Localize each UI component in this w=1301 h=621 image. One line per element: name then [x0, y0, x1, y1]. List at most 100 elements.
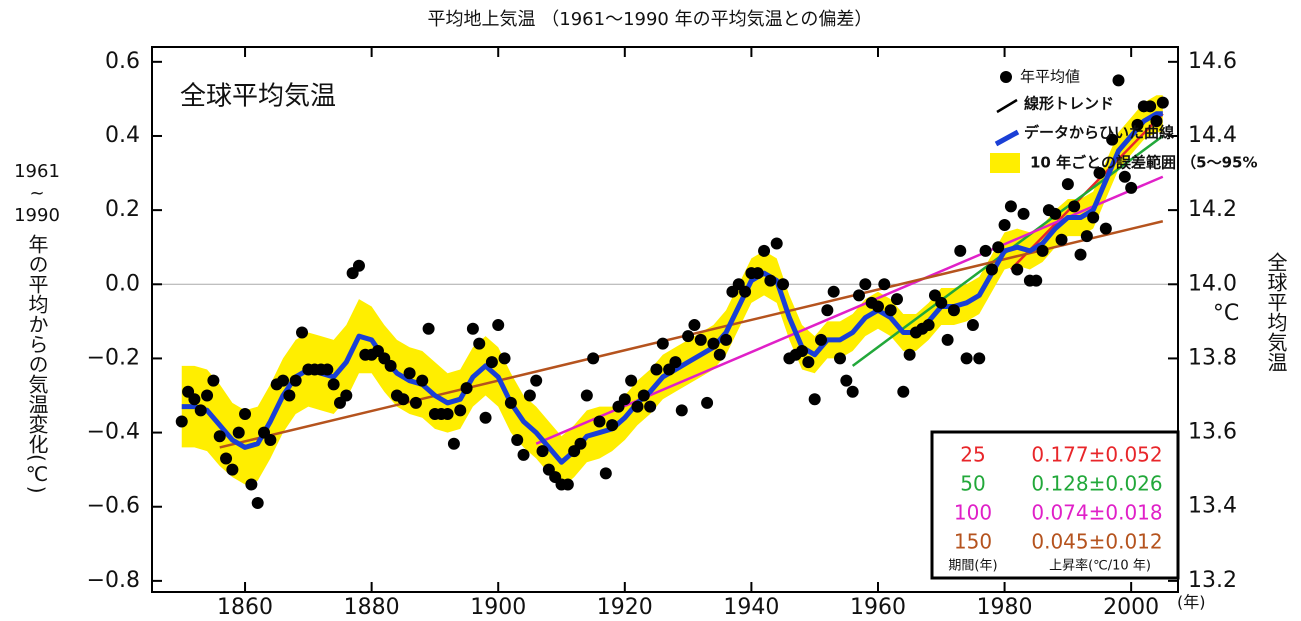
data-point [637, 389, 650, 402]
data-point [998, 218, 1011, 231]
data-point [574, 437, 587, 450]
data-point [631, 400, 644, 413]
data-point [416, 374, 429, 387]
data-point [384, 359, 397, 372]
data-point [777, 278, 790, 291]
data-point [1131, 118, 1144, 131]
data-point [947, 304, 960, 317]
plot-frame [151, 46, 1179, 593]
x-tick-label: 2000 [1103, 595, 1159, 617]
legend-label: 線形トレンド [1024, 95, 1114, 113]
y-tick-label: −0.8 [87, 568, 140, 593]
data-point [954, 244, 967, 257]
table-period: 100 [954, 501, 992, 525]
table-header: 期間(年) [948, 559, 997, 574]
data-point [707, 337, 720, 350]
data-point [1099, 222, 1112, 235]
table-period: 25 [960, 443, 985, 467]
trend-table [930, 430, 1180, 580]
data-point [245, 478, 258, 491]
x-tick-label: 1980 [977, 595, 1033, 617]
data-point [403, 367, 416, 380]
data-point [561, 478, 574, 491]
y2-tick-label: 14.4 [1188, 123, 1237, 148]
data-point [536, 445, 549, 458]
data-point [530, 374, 543, 387]
data-point [201, 389, 214, 402]
y-tick-label: 0.2 [105, 197, 140, 222]
data-point [713, 348, 726, 361]
data-point [827, 285, 840, 298]
data-point [492, 319, 505, 332]
data-point [523, 389, 536, 402]
data-point [618, 393, 631, 406]
table-period: 150 [954, 530, 992, 554]
data-point [1049, 207, 1062, 220]
y-tick-label: 0.4 [105, 123, 140, 148]
data-point [960, 352, 973, 365]
data-point [232, 426, 245, 439]
data-point [283, 389, 296, 402]
x-tick-label: 1940 [723, 595, 779, 617]
y2-tick-label: 13.2 [1188, 568, 1237, 593]
data-point [441, 408, 454, 421]
data-point [397, 393, 410, 406]
data-point [770, 237, 783, 250]
data-point [296, 326, 309, 339]
data-point [941, 333, 954, 346]
data-point [1150, 115, 1163, 128]
data-point [751, 267, 764, 280]
data-point [1055, 233, 1068, 246]
data-point [985, 263, 998, 276]
data-point [239, 408, 252, 421]
y-tick-label: 0.0 [105, 271, 140, 296]
x-tick-label: 1920 [597, 595, 653, 617]
data-point [979, 244, 992, 257]
y-tick-label: −0.6 [87, 494, 140, 519]
data-point [580, 389, 593, 402]
data-point [871, 300, 884, 313]
data-point [922, 319, 935, 332]
data-point [808, 393, 821, 406]
legend-marker [1000, 71, 1012, 83]
data-point [422, 322, 435, 335]
data-point [878, 278, 891, 291]
data-point [277, 374, 290, 387]
data-point [1118, 170, 1131, 183]
data-point [1087, 211, 1100, 224]
data-point [935, 296, 948, 309]
data-point [656, 337, 669, 350]
data-point [669, 356, 682, 369]
data-point [815, 333, 828, 346]
data-point [1061, 178, 1074, 191]
data-point [1068, 200, 1081, 213]
data-point [1030, 274, 1043, 287]
table-rate: 0.045±0.012 [1031, 530, 1162, 554]
data-point [897, 385, 910, 398]
data-point [625, 374, 638, 387]
data-point [498, 352, 511, 365]
data-point [846, 385, 859, 398]
chart-title: 平均地上気温 （1961〜1990 年の平均気温との偏差） [428, 9, 873, 30]
data-point [802, 356, 815, 369]
y-label: 1990 [14, 205, 60, 226]
data-point [264, 433, 277, 446]
data-point [213, 430, 226, 443]
x-tick-label: 1900 [470, 595, 526, 617]
data-point [701, 396, 714, 409]
data-point [764, 274, 777, 287]
x-unit: (年) [1177, 593, 1206, 612]
data-point [289, 374, 302, 387]
data-point [903, 348, 916, 361]
data-point [834, 352, 847, 365]
data-point [1156, 96, 1169, 109]
legend-label: 10 年ごとの誤差範囲 （5〜95% [1030, 154, 1258, 172]
data-point [890, 293, 903, 306]
y-tick-label: −0.4 [87, 420, 140, 445]
data-point [327, 378, 340, 391]
data-point [454, 404, 467, 417]
data-point [758, 244, 771, 257]
legend-marker [994, 129, 1020, 147]
legend-label: データからひいた曲線 [1024, 124, 1174, 142]
